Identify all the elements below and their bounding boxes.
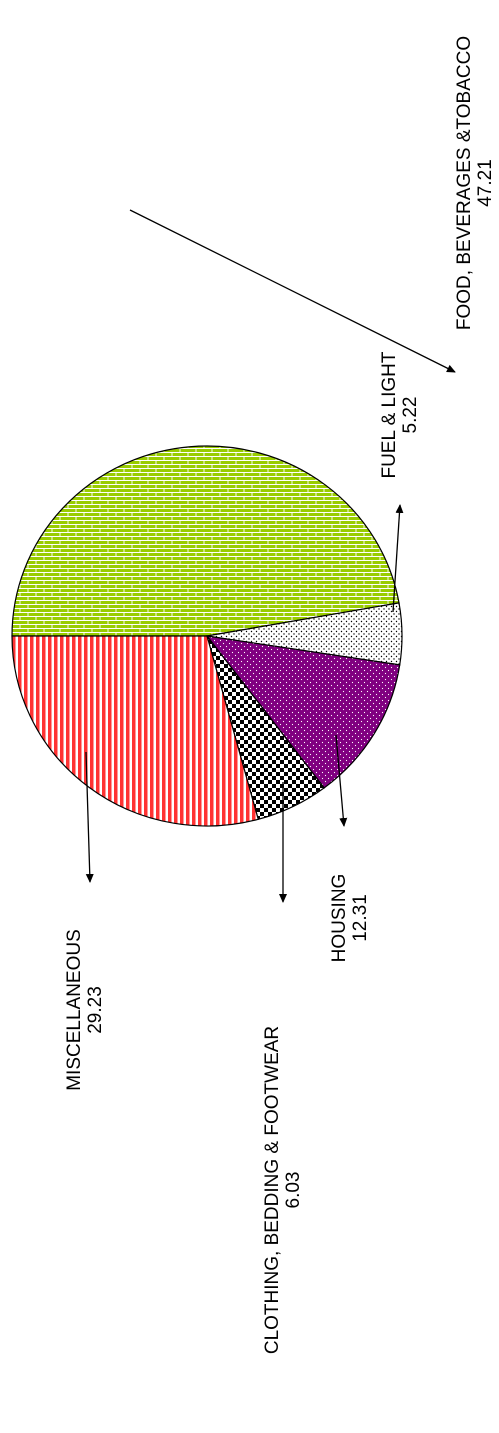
leader-arrow [85,751,94,883]
slice-label: FUEL & LIGHT [379,351,400,478]
pie-slice [11,445,400,637]
slice-label: FOOD, BEVERAGES &TOBACCO [454,36,475,330]
slice-value: 29.23 [85,986,106,1034]
leader-arrow [392,504,404,613]
slice-label: MISCELLANEOUS [64,929,85,1091]
pie-slice [205,635,401,789]
slice-value: 6.03 [283,1172,304,1209]
slice-label: CLOTHING, BEDDING & FOOTWEAR [262,1026,283,1354]
slice-label: HOUSING [329,874,350,963]
leader-arrow [335,734,348,827]
slice-value: 12.31 [350,894,371,942]
pie-slice [11,635,259,827]
leader-arrow [129,209,456,373]
slice-value: 47.21 [475,159,496,207]
slice-value: 5.22 [400,397,421,434]
